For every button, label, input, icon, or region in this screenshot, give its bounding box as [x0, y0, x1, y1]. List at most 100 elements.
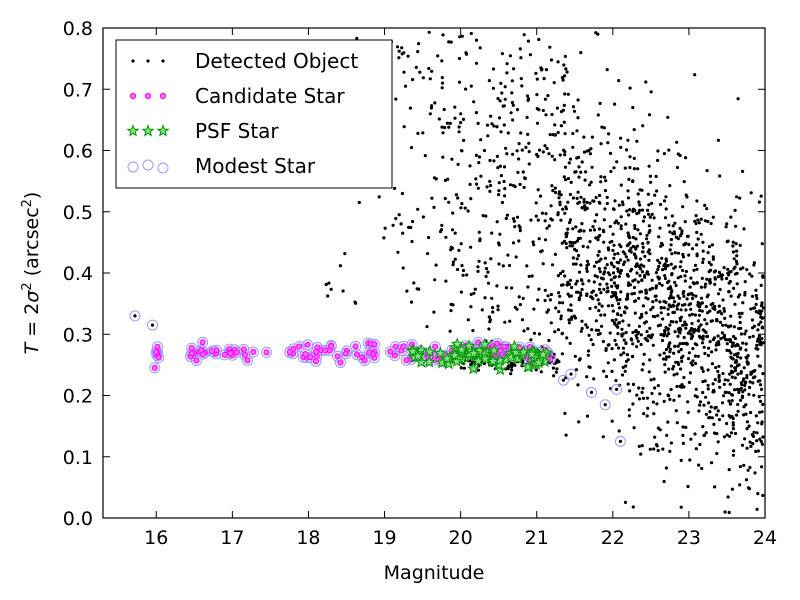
detected-object-point	[705, 295, 709, 299]
detected-object-point	[712, 422, 716, 426]
detected-object-point	[582, 229, 586, 233]
detected-object-point	[649, 180, 653, 184]
detected-object-point	[343, 252, 347, 256]
detected-object-point	[476, 368, 480, 372]
detected-object-point	[474, 61, 479, 65]
detected-object-point	[519, 77, 523, 81]
detected-object-point	[536, 154, 540, 158]
candidate-star-point	[403, 357, 410, 364]
legend-label-modest: Modest Star	[195, 154, 316, 178]
detected-object-point	[716, 440, 720, 444]
detected-object-point	[489, 183, 493, 188]
detected-object-point	[564, 433, 568, 437]
detected-object-point	[611, 309, 615, 313]
detected-object-point	[679, 260, 683, 264]
detected-object-point	[758, 437, 762, 441]
detected-object-point	[736, 355, 740, 359]
detected-object-point	[701, 328, 705, 332]
detected-object-point	[732, 267, 736, 271]
legend-psf-star	[126, 124, 140, 137]
detected-object-point	[569, 303, 573, 307]
detected-object-point	[707, 346, 711, 350]
detected-object-point	[516, 170, 520, 174]
detected-object-point	[506, 365, 510, 369]
detected-object-point	[550, 218, 554, 222]
detected-object-point	[515, 108, 520, 112]
detected-object-point	[685, 195, 689, 199]
detected-object-point	[648, 326, 652, 330]
detected-object-point	[519, 131, 523, 135]
detected-object-point	[556, 274, 561, 278]
detected-object-point	[394, 97, 398, 101]
detected-object-point	[629, 337, 633, 341]
detected-object-point	[585, 325, 590, 329]
detected-object-point	[679, 275, 683, 279]
detected-object-point	[627, 213, 631, 217]
detected-object-point	[647, 164, 651, 168]
detected-object-point	[695, 254, 699, 258]
detected-object-point	[693, 219, 697, 223]
detected-object-point	[486, 281, 491, 285]
detected-object-point	[745, 268, 749, 272]
detected-object-point	[691, 347, 695, 351]
detected-object-point	[662, 299, 666, 304]
detected-object-point	[440, 59, 444, 63]
detected-object-point	[576, 98, 580, 102]
detected-object-point	[682, 335, 686, 340]
detected-object-point	[725, 222, 729, 226]
detected-object-point	[518, 226, 522, 230]
detected-object-point	[747, 392, 751, 396]
detected-object-point	[574, 262, 578, 266]
detected-object-point	[658, 226, 662, 230]
detected-object-point	[628, 249, 632, 253]
detected-object-point	[464, 87, 468, 91]
detected-object-point	[629, 269, 633, 273]
detected-object-point	[645, 237, 649, 241]
y-tick-label: 0.4	[63, 263, 93, 285]
y-label-variable: T	[21, 341, 43, 354]
detected-object-point	[631, 330, 635, 335]
detected-object-point	[706, 387, 710, 391]
detected-object-point	[716, 275, 721, 279]
detected-object-point	[654, 284, 659, 288]
detected-object-point	[563, 74, 567, 78]
detected-object-point	[480, 308, 484, 312]
detected-object-point	[759, 194, 763, 198]
detected-object-point	[743, 388, 747, 392]
detected-object-point	[677, 350, 681, 354]
detected-object-point	[761, 306, 766, 310]
detected-object-point	[656, 448, 660, 453]
detected-object-point	[640, 250, 645, 254]
detected-object-point	[610, 304, 614, 308]
detected-object-point	[599, 180, 603, 184]
detected-object-point	[709, 319, 713, 323]
detected-object-point	[619, 145, 623, 149]
detected-object-point	[646, 208, 650, 212]
detected-object-point	[592, 228, 597, 232]
detected-object-point	[472, 100, 476, 104]
detected-object-point	[620, 373, 625, 377]
detected-object-point	[666, 115, 670, 119]
detected-object-point	[683, 303, 687, 307]
detected-object-point	[685, 341, 689, 345]
detected-object-point	[602, 126, 607, 130]
detected-object-point	[534, 214, 538, 218]
detected-object-point	[490, 231, 494, 235]
detected-object-point	[673, 330, 677, 334]
y-tick-label: 0.8	[63, 18, 93, 40]
detected-object-point	[327, 281, 331, 285]
detected-object-point	[742, 227, 746, 231]
detected-object-point	[510, 91, 514, 95]
detected-object-point	[740, 383, 744, 387]
detected-object-point	[761, 402, 765, 406]
detected-object-point	[696, 319, 701, 323]
detected-object-point	[484, 214, 488, 218]
detected-object-point	[680, 359, 684, 363]
detected-object-point	[574, 368, 579, 372]
detected-object-point	[732, 325, 737, 329]
detected-object-point	[686, 410, 690, 414]
detected-object-point	[619, 245, 623, 249]
legend: Detected Object Candidate Star PSF Star …	[115, 39, 393, 189]
detected-object-point	[564, 67, 568, 71]
modest-star-point	[614, 435, 626, 447]
